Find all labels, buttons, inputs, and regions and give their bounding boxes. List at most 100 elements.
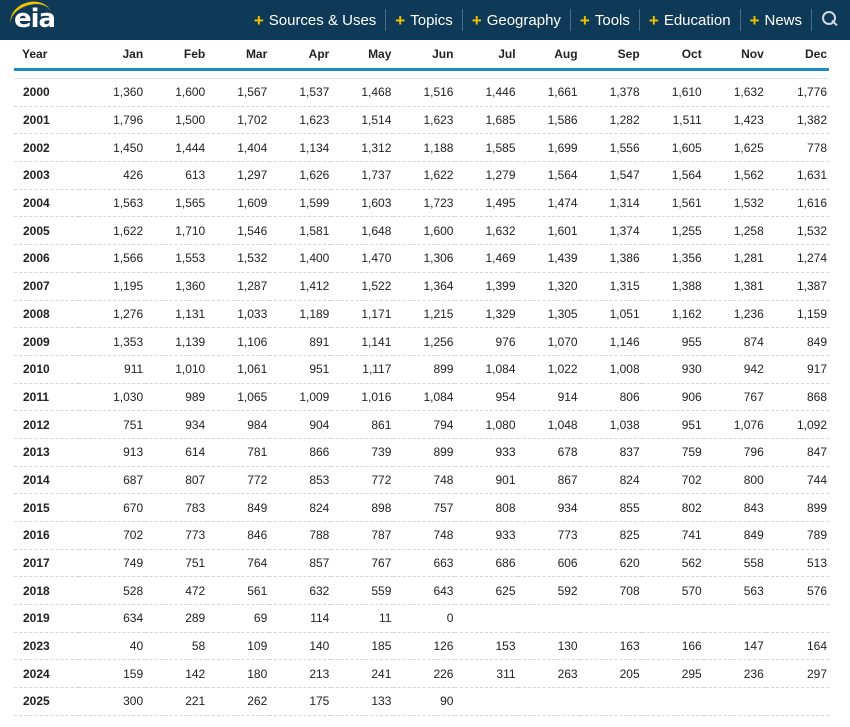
value-cell: 1,564 xyxy=(641,161,704,190)
column-header-may: May xyxy=(331,40,394,71)
value-cell: 741 xyxy=(641,521,704,550)
value-cell: 1,188 xyxy=(393,133,456,163)
value-cell: 789 xyxy=(765,521,829,550)
value-cell: 825 xyxy=(579,521,642,550)
value-cell: 899 xyxy=(765,493,829,522)
value-cell: 1,439 xyxy=(517,244,580,273)
value-cell: 767 xyxy=(703,383,766,412)
value-cell: 300 xyxy=(79,687,146,716)
value-cell: 1,051 xyxy=(579,300,642,329)
value-cell: 1,189 xyxy=(269,300,332,329)
value-cell: 772 xyxy=(207,466,270,495)
value-cell: 1,400 xyxy=(269,244,332,273)
value-cell: 1,404 xyxy=(207,133,270,163)
value-cell: 1,567 xyxy=(207,78,270,107)
value-cell: 1,470 xyxy=(331,244,394,273)
value-cell: 1,623 xyxy=(269,106,332,135)
value-cell: 951 xyxy=(269,355,332,384)
value-cell: 164 xyxy=(765,632,829,661)
value-cell: 759 xyxy=(641,438,704,467)
table-row: 2019 634 289 69 114 11 0 xyxy=(14,604,829,633)
value-cell: 708 xyxy=(579,576,642,606)
nav-topics[interactable]: + Topics xyxy=(386,9,463,31)
value-cell: 1,382 xyxy=(765,106,829,135)
value-cell: 426 xyxy=(79,161,146,190)
value-cell: 874 xyxy=(703,327,766,356)
value-cell: 185 xyxy=(331,632,394,661)
value-cell: 1,010 xyxy=(145,355,208,384)
row-year-cell: 2017 xyxy=(14,549,80,578)
value-cell: 751 xyxy=(145,549,208,578)
value-cell: 620 xyxy=(579,549,642,578)
row-year-cell: 2001 xyxy=(14,106,80,135)
search-icon[interactable] xyxy=(814,0,844,40)
value-cell: 1,080 xyxy=(455,410,518,439)
column-header-jun: Jun xyxy=(393,40,456,71)
row-year-cell: 2010 xyxy=(14,355,80,384)
value-cell: 175 xyxy=(269,687,332,716)
value-cell: 849 xyxy=(207,493,270,522)
value-cell xyxy=(765,687,829,716)
value-cell: 1,387 xyxy=(765,272,829,301)
value-cell: 1,381 xyxy=(703,272,766,301)
row-year-cell: 2009 xyxy=(14,327,80,356)
column-header-sep: Sep xyxy=(579,40,642,71)
table-row: 2012 751 934 984 904 861 794 1,080 1,048 1,038 951… xyxy=(14,410,829,439)
value-cell: 40 xyxy=(79,632,146,661)
nav-education[interactable]: + Education xyxy=(640,9,741,31)
value-cell: 951 xyxy=(641,410,704,439)
value-cell: 1,141 xyxy=(331,327,394,356)
value-cell: 513 xyxy=(765,549,829,578)
nav-sources-uses[interactable]: + Sources & Uses xyxy=(245,9,387,31)
value-cell: 241 xyxy=(331,659,394,689)
nav-news[interactable]: + News xyxy=(741,9,812,31)
table-row: 2006 1,566 1,553 1,532 1,400 1,470 1,306 1,469 1… xyxy=(14,244,829,273)
value-cell: 1,626 xyxy=(269,161,332,190)
nav-geography[interactable]: + Geography xyxy=(463,9,571,31)
value-cell: 796 xyxy=(703,438,766,467)
value-cell: 687 xyxy=(79,466,146,495)
row-year-cell: 2003 xyxy=(14,161,80,190)
column-header-oct: Oct xyxy=(641,40,704,71)
value-cell xyxy=(703,604,766,633)
row-year-cell: 2006 xyxy=(14,244,80,273)
value-cell: 1,171 xyxy=(331,300,394,329)
value-cell: 1,444 xyxy=(145,133,208,163)
value-cell: 1,378 xyxy=(579,78,642,107)
row-year-cell: 2011 xyxy=(14,383,80,412)
value-cell: 824 xyxy=(579,466,642,495)
value-cell: 1,360 xyxy=(79,78,146,107)
value-cell: 1,061 xyxy=(207,355,270,384)
table-spacer-row xyxy=(14,69,829,79)
value-cell: 159 xyxy=(79,659,146,689)
value-cell: 1,134 xyxy=(269,133,332,163)
value-cell: 906 xyxy=(641,383,704,412)
nav-label: Sources & Uses xyxy=(268,11,377,29)
nav-label: News xyxy=(764,11,802,29)
main-nav: + Sources & Uses + Topics + Geography + Tool… xyxy=(245,0,850,40)
nav-tools[interactable]: + Tools xyxy=(571,9,640,31)
table-row: 2023 40 58 109 140 185 126 153 130 163 166 147 164 xyxy=(14,632,829,661)
table-row: 2024 159 142 180 213 241 226 311 263 205 295 236 297 xyxy=(14,659,829,689)
value-cell: 1,146 xyxy=(579,327,642,356)
value-cell: 1,511 xyxy=(641,106,704,135)
table-row: 2013 913 614 781 866 739 899 933 678 837 759 796 847 xyxy=(14,438,829,467)
value-cell: 1,162 xyxy=(641,300,704,329)
eia-logo[interactable]: eia xyxy=(14,4,56,34)
value-cell: 1,631 xyxy=(765,161,829,190)
plus-icon: + xyxy=(749,10,760,30)
value-cell: 1,522 xyxy=(331,272,394,301)
value-cell: 213 xyxy=(269,659,332,689)
value-cell: 58 xyxy=(145,632,208,661)
value-cell: 773 xyxy=(517,521,580,550)
table-row: 2009 1,353 1,139 1,106 891 1,141 1,256 976 1,070… xyxy=(14,327,829,356)
value-cell: 1,605 xyxy=(641,133,704,163)
value-cell: 686 xyxy=(455,549,518,578)
value-cell: 934 xyxy=(145,410,208,439)
value-cell: 749 xyxy=(79,549,146,578)
value-cell: 1,563 xyxy=(79,189,146,218)
value-cell: 1,287 xyxy=(207,272,270,301)
value-cell: 942 xyxy=(703,355,766,384)
value-cell: 1,258 xyxy=(703,216,766,246)
value-cell xyxy=(455,604,518,633)
